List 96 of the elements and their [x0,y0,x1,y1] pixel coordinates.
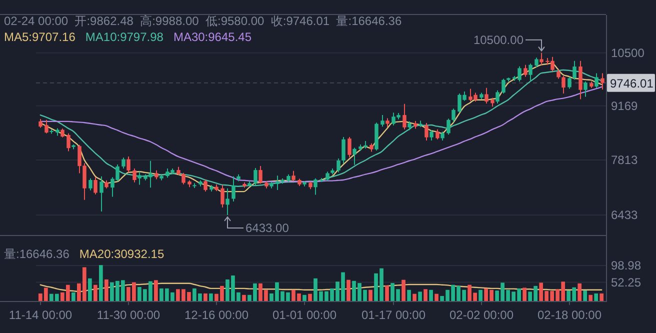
candlestick [226,188,230,216]
candlestick [232,176,236,202]
candlestick [326,171,330,182]
candlestick [100,176,104,212]
bar [71,292,76,301]
bar [346,280,350,301]
candlestick [424,122,428,142]
annotation: 6433.00 [246,221,290,236]
bar [424,289,428,301]
x-tick-label: 02-02 00:00 [449,308,514,322]
line-series [40,282,602,292]
candlestick [528,63,532,82]
candlestick [220,184,224,208]
candlestick [88,178,92,191]
bar [429,290,433,301]
y-tick-label: 6433 [611,208,638,222]
candlestick [600,72,604,90]
y-tick-label: 7813 [611,153,638,168]
candlestick [430,130,434,142]
y-tick-label: 9169 [611,99,638,114]
bar [368,290,372,301]
y-tick-label: 52.25 [611,275,642,290]
bar [308,294,312,301]
annotation: 量:16646.36 [4,247,70,261]
bar [434,294,438,301]
candlestick [258,166,262,184]
x-tick-label: 11-30 00:00 [96,308,160,322]
candlestick [568,76,572,90]
bar [104,279,108,301]
x-tick-label: 02-18 00:00 [537,308,602,322]
candlestick [402,103,406,130]
candlestick [94,176,98,195]
bar [204,293,208,301]
candlestick [578,60,582,100]
candlestick [452,108,456,123]
series-label: MA20:30932.15 [79,247,164,261]
bar [578,283,582,301]
bar [600,293,604,301]
bar [302,294,306,301]
candlestick [182,172,186,185]
x-tick-label: 01-17 00:00 [361,308,426,322]
candlestick [292,170,296,182]
candlestick [66,132,70,152]
annotation: 02-24 00:00 开:9862.48 高:9988.00 低:9580.00 收:9746.01 量:16646.36 [4,14,402,28]
y-tick-label: 98.98 [611,258,642,273]
bar [242,294,246,301]
bar [209,293,213,301]
bar [93,284,98,301]
bar [412,294,416,301]
candlestick [352,147,356,166]
bar [522,288,526,301]
candlestick [204,179,208,192]
candlestick [594,72,598,88]
candlestick [380,114,384,128]
bar [98,265,103,301]
candlestick [446,118,450,136]
candlestick [342,136,346,164]
candlestick [584,81,588,98]
candlestick [122,157,126,169]
bar [402,280,406,301]
candlestick [126,156,130,173]
x-tick-label: 12-16 00:00 [184,308,249,322]
candlestick [348,136,352,158]
bar [154,280,158,301]
annotation: 10500.00 [473,33,524,48]
candlestick [572,60,576,80]
candlestick [132,168,136,183]
text: MA30:9645.45 [173,30,252,44]
candlestick [314,178,318,196]
candlestick [496,90,500,104]
candlestick [556,69,560,80]
candlestick [502,78,506,94]
candlestick [254,168,258,186]
x-tick-label: 01-01 00:00 [272,308,337,322]
candlestick [524,64,528,78]
candlestick [436,128,440,140]
y-tick-label: 10500 [611,46,645,60]
candlestick [484,87,488,104]
bar [88,278,92,301]
bar [594,293,598,301]
candlestick [44,119,48,134]
candlestick [138,171,142,186]
bar [478,290,482,301]
text: MA10:9797.98 [85,30,164,44]
candlestick [336,158,340,173]
bar [588,294,593,301]
bar [385,286,389,301]
bar [418,292,422,301]
bar [583,290,588,301]
ref-line-label: 9746.01 [610,76,654,90]
text: MA5:9707.16 [4,30,76,44]
x-tick-label: 11-14 00:00 [8,308,72,322]
candlestick [562,75,566,94]
candlestick [534,57,538,68]
candlestick [540,52,544,66]
bar [407,290,411,301]
